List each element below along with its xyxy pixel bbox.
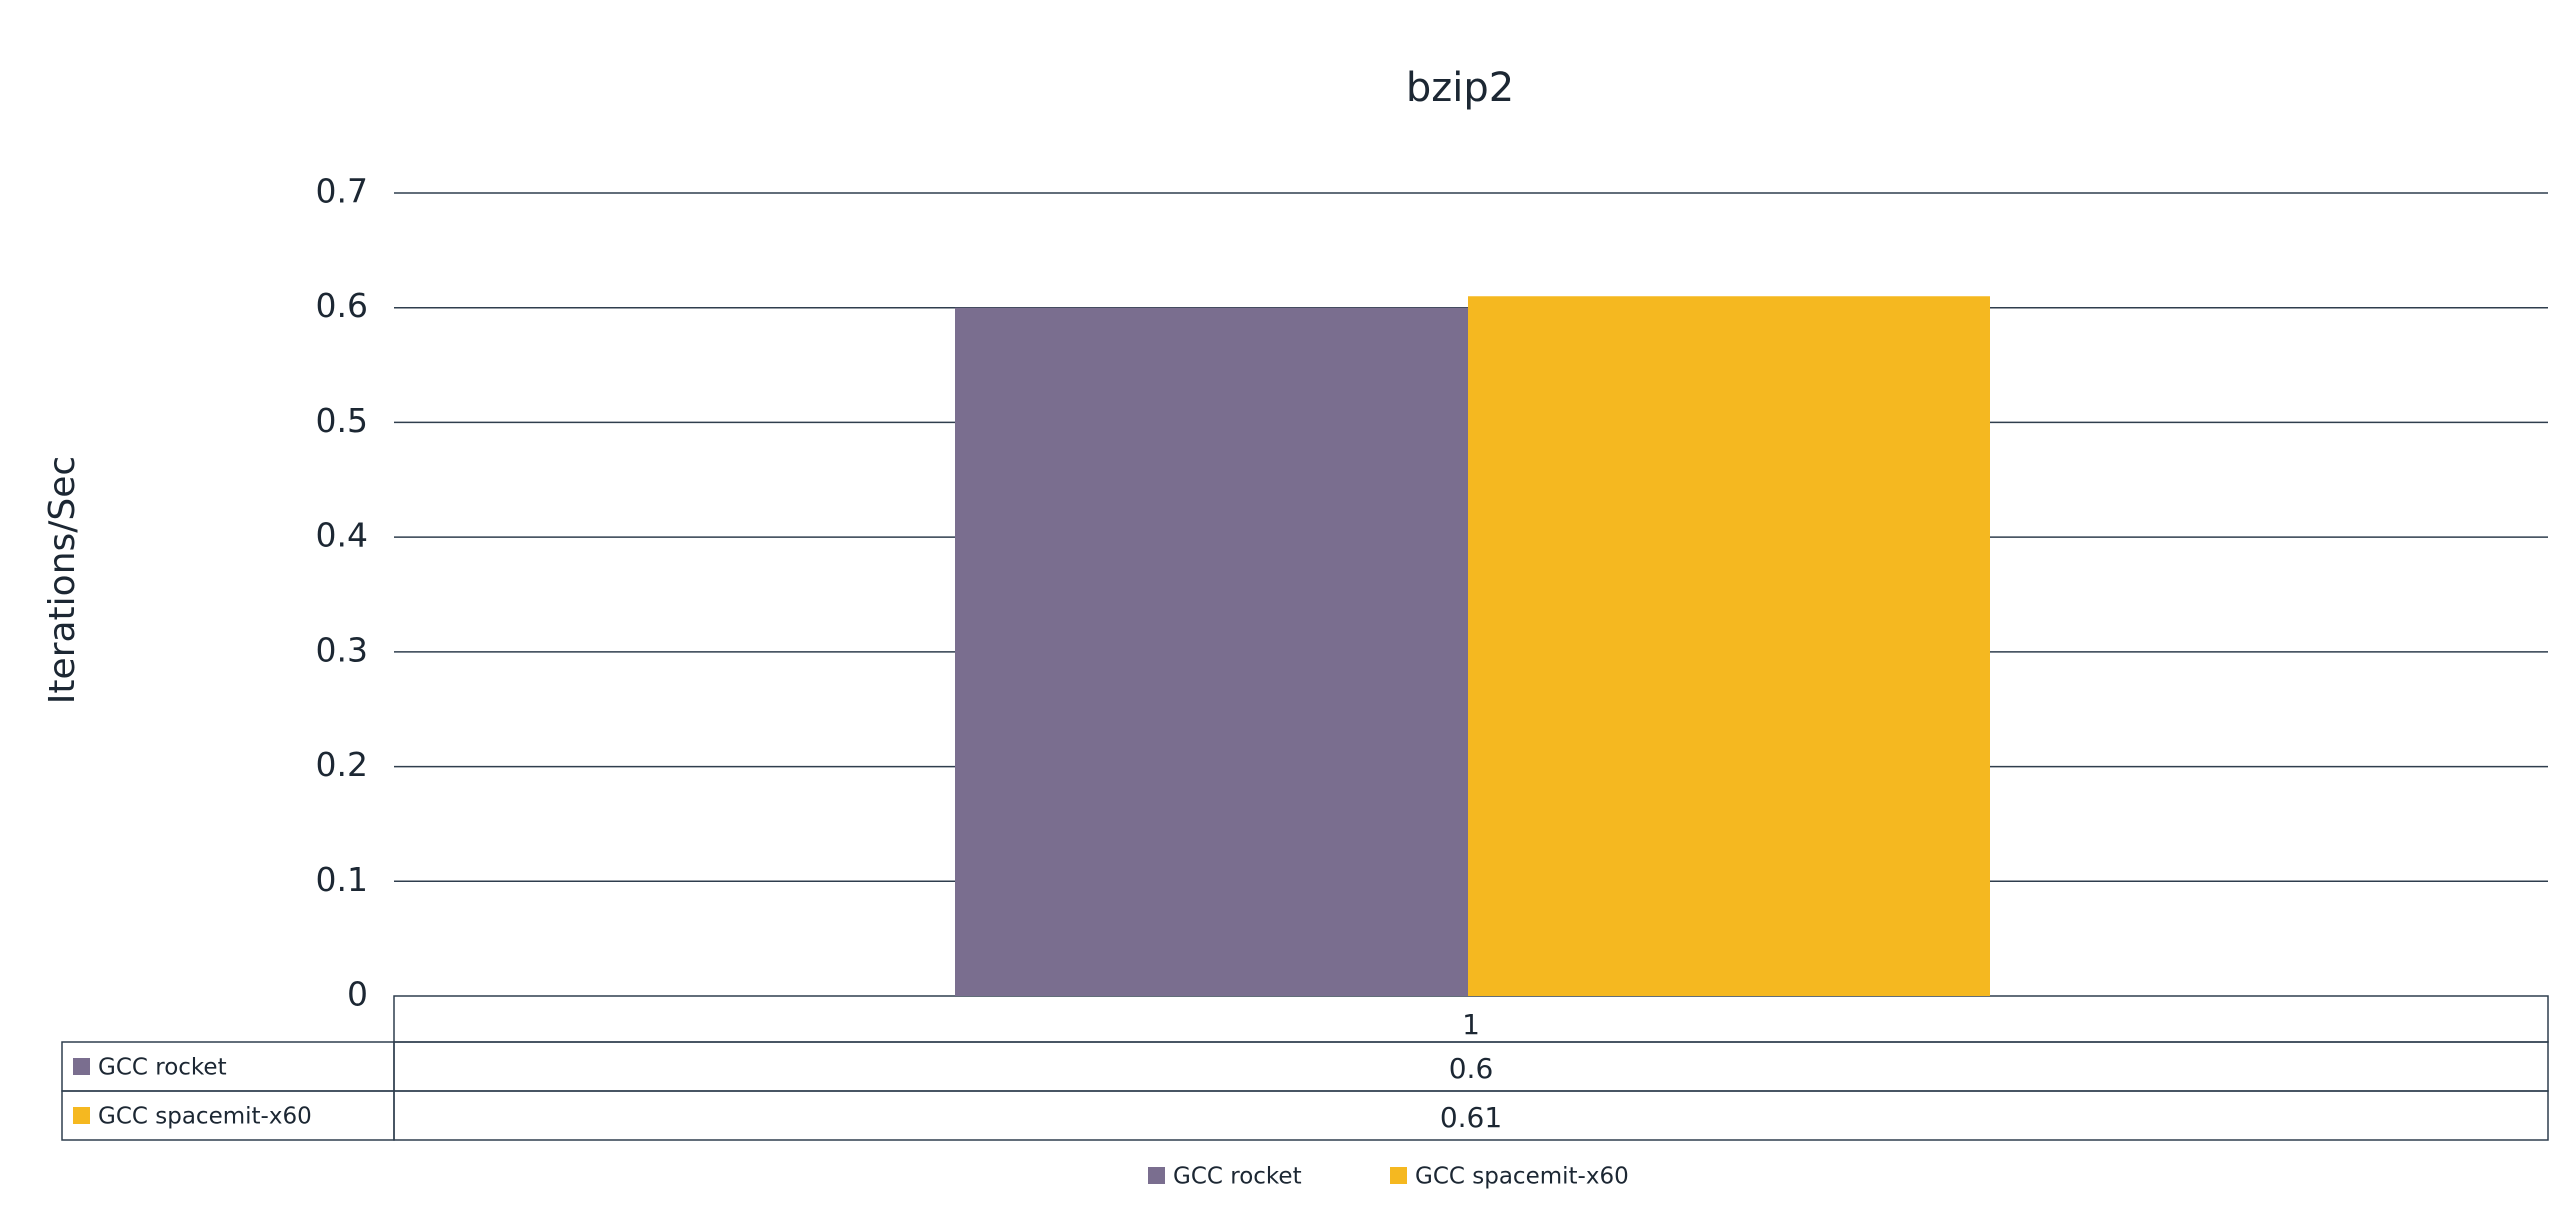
x-tick-label: 1 bbox=[1462, 1008, 1480, 1041]
y-tick-label: 0.2 bbox=[316, 745, 368, 784]
table-value: 0.6 bbox=[1449, 1052, 1494, 1085]
legend-label: GCC spacemit-x60 bbox=[1415, 1164, 1629, 1190]
legend-label: GCC rocket bbox=[1173, 1164, 1302, 1190]
legend-swatch bbox=[1148, 1167, 1165, 1184]
bar bbox=[955, 307, 1468, 996]
table-swatch bbox=[73, 1058, 90, 1075]
y-tick-label: 0.6 bbox=[316, 286, 368, 325]
chart-title: bzip2 bbox=[1406, 65, 1514, 111]
table-row-label: GCC rocket bbox=[98, 1055, 227, 1081]
bar bbox=[1468, 296, 1990, 996]
y-tick-label: 0.1 bbox=[316, 860, 368, 899]
y-tick-label: 0.4 bbox=[316, 516, 368, 555]
table-row-label: GCC spacemit-x60 bbox=[98, 1104, 312, 1130]
y-tick-label: 0 bbox=[347, 975, 368, 1014]
table-value: 0.61 bbox=[1440, 1101, 1502, 1134]
table-swatch bbox=[73, 1107, 90, 1124]
y-tick-label: 0.5 bbox=[316, 401, 368, 440]
legend-swatch bbox=[1390, 1167, 1407, 1184]
y-axis-label: Iterations/Sec bbox=[42, 456, 83, 704]
y-tick-label: 0.7 bbox=[316, 172, 368, 211]
table-row-cell bbox=[393, 1090, 2549, 1141]
y-tick-label: 0.3 bbox=[316, 630, 368, 669]
